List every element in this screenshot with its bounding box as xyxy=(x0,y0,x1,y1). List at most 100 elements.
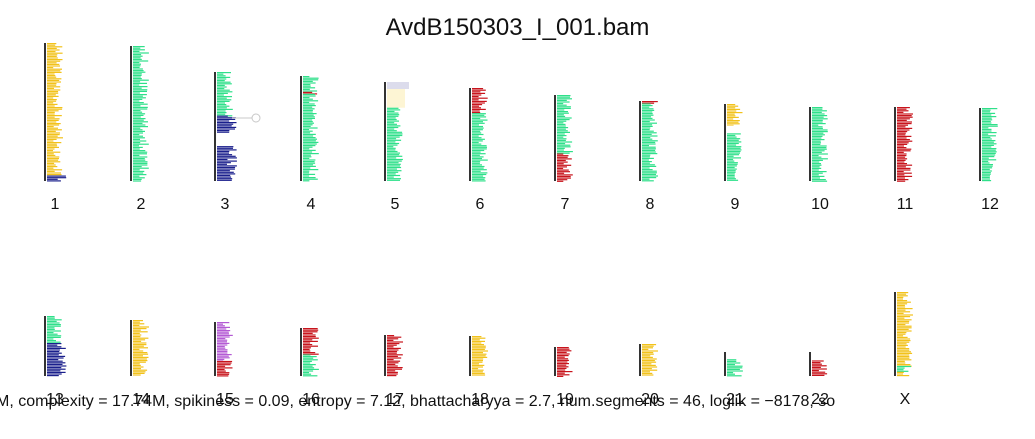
read-bin xyxy=(472,159,488,161)
read-bin xyxy=(812,147,827,149)
read-bin xyxy=(982,159,997,161)
read-bin xyxy=(47,44,56,46)
read-bin xyxy=(47,178,58,180)
read-bin xyxy=(303,345,318,347)
read-bin xyxy=(47,79,60,81)
read-bin xyxy=(897,295,908,297)
read-bin xyxy=(642,133,652,135)
read-bin xyxy=(472,172,488,174)
read-bin xyxy=(897,148,912,150)
read-bin xyxy=(812,366,821,368)
read-bin xyxy=(387,367,403,369)
read-bin xyxy=(557,356,565,358)
read-bin xyxy=(897,108,907,110)
read-bin xyxy=(133,108,148,110)
read-bin xyxy=(557,363,569,365)
read-bin xyxy=(217,76,231,78)
read-bin xyxy=(812,110,827,112)
chromosome-label: 5 xyxy=(391,196,400,213)
read-bin xyxy=(217,150,230,153)
read-bin xyxy=(472,164,482,166)
read-bin xyxy=(557,106,571,108)
read-bin xyxy=(982,180,992,182)
read-bin xyxy=(47,78,62,80)
read-bin xyxy=(472,137,482,139)
read-bin xyxy=(303,130,313,132)
read-bin xyxy=(897,296,904,298)
chromosome-10: 10 xyxy=(809,107,829,213)
read-bin xyxy=(727,154,740,156)
read-bin xyxy=(387,373,398,375)
segment-6-0 xyxy=(472,88,488,114)
read-bin xyxy=(557,96,570,98)
read-bin xyxy=(303,362,311,364)
read-bin xyxy=(897,354,910,356)
read-bin xyxy=(303,132,311,134)
read-bin xyxy=(133,320,143,322)
read-bin xyxy=(727,147,741,149)
read-bin xyxy=(727,116,739,118)
read-bin xyxy=(812,169,819,171)
read-bin xyxy=(642,352,654,354)
read-bin xyxy=(897,308,913,310)
read-bin xyxy=(133,140,147,142)
read-bin xyxy=(133,84,140,86)
read-bin xyxy=(472,154,480,156)
read-bin xyxy=(387,346,394,348)
read-bin xyxy=(557,123,566,125)
read-bin xyxy=(897,336,908,338)
read-bin xyxy=(47,102,54,104)
read-bin xyxy=(642,151,656,153)
read-bin xyxy=(217,373,230,375)
ghost-markers xyxy=(232,82,409,123)
read-bin xyxy=(217,368,225,371)
read-bin xyxy=(133,345,144,347)
chromosome-label: 15 xyxy=(216,391,234,408)
read-bin xyxy=(897,330,912,332)
read-bin xyxy=(217,73,224,75)
read-bin xyxy=(133,372,145,374)
read-bin xyxy=(387,125,401,127)
read-bin xyxy=(133,342,147,344)
read-bin xyxy=(727,105,739,107)
read-bin xyxy=(642,102,655,104)
read-bin xyxy=(133,337,149,339)
read-bin xyxy=(472,353,487,355)
read-bin xyxy=(642,350,658,352)
read-bin xyxy=(303,137,316,139)
read-bin xyxy=(47,156,60,158)
segment-3-2 xyxy=(217,133,235,147)
read-bin xyxy=(217,92,228,94)
read-bin xyxy=(897,129,910,131)
read-bin xyxy=(387,110,395,113)
read-bin xyxy=(133,358,147,360)
read-bin xyxy=(897,147,907,149)
read-bin xyxy=(217,328,227,330)
read-bin xyxy=(47,59,63,61)
read-bin xyxy=(727,176,735,178)
read-bin xyxy=(387,115,399,117)
read-bin xyxy=(217,176,232,178)
read-bin xyxy=(472,105,480,107)
read-bin xyxy=(303,356,317,358)
read-bin xyxy=(897,300,908,302)
read-bin xyxy=(47,116,55,118)
chromosome-6: 6 xyxy=(469,88,488,213)
read-bin xyxy=(387,152,400,154)
read-bin xyxy=(897,166,906,168)
read-bin xyxy=(47,325,61,327)
read-bin xyxy=(982,165,993,167)
read-bin xyxy=(133,138,140,140)
read-bin xyxy=(897,110,909,112)
read-bin xyxy=(133,145,139,147)
read-bin xyxy=(897,155,907,157)
read-bin xyxy=(642,173,656,175)
read-bin xyxy=(472,151,481,153)
read-bin xyxy=(472,110,480,112)
read-bin xyxy=(897,123,912,125)
read-bin xyxy=(472,138,485,140)
read-bin xyxy=(133,172,144,174)
segment-18-0 xyxy=(472,336,488,376)
read-bin xyxy=(133,73,142,75)
chromosome-axis xyxy=(44,43,46,181)
